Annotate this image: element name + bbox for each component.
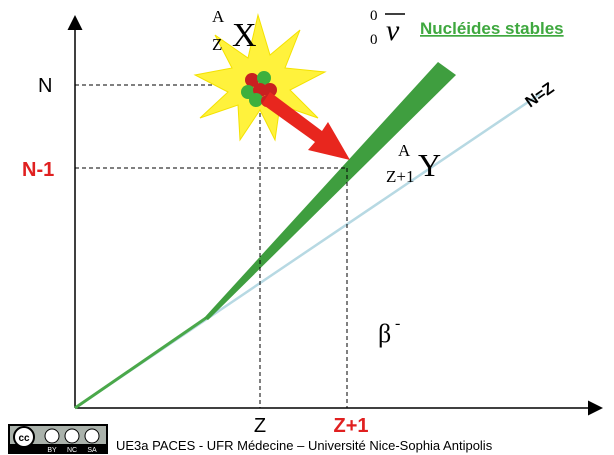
atomic-number: Z+1: [386, 167, 414, 186]
mass-number: A: [398, 141, 411, 160]
x-label: Z+1: [333, 415, 368, 437]
decay-charge: -: [395, 315, 400, 332]
x-label: Z: [254, 415, 266, 437]
license-term: SA: [87, 447, 97, 454]
y-label: N: [38, 75, 52, 97]
mass-number: 0: [370, 8, 378, 24]
mass-number: A: [212, 7, 225, 26]
license-term: NC: [67, 447, 77, 454]
symbol: X: [232, 17, 257, 54]
footer-text: UE3a PACES - UFR Médecine – Université N…: [116, 438, 493, 453]
symbol: ν: [386, 14, 400, 47]
svg-text:cc: cc: [18, 433, 30, 444]
decay-symbol: β: [378, 319, 391, 348]
atomic-number: Z: [212, 35, 222, 54]
diagram: N N-1 Z Z+1 N=Z Nucléides stables A Z X …: [0, 0, 614, 455]
line-label: N=Z: [523, 80, 558, 112]
license-term: BY: [47, 447, 57, 454]
y-label: N-1: [22, 159, 54, 181]
license-badge: cc BY NC SA: [8, 424, 108, 454]
stability-line: [75, 318, 206, 408]
legend: Nucléides stables: [420, 19, 564, 38]
symbol: Y: [418, 147, 441, 183]
atomic-number: 0: [370, 32, 378, 48]
